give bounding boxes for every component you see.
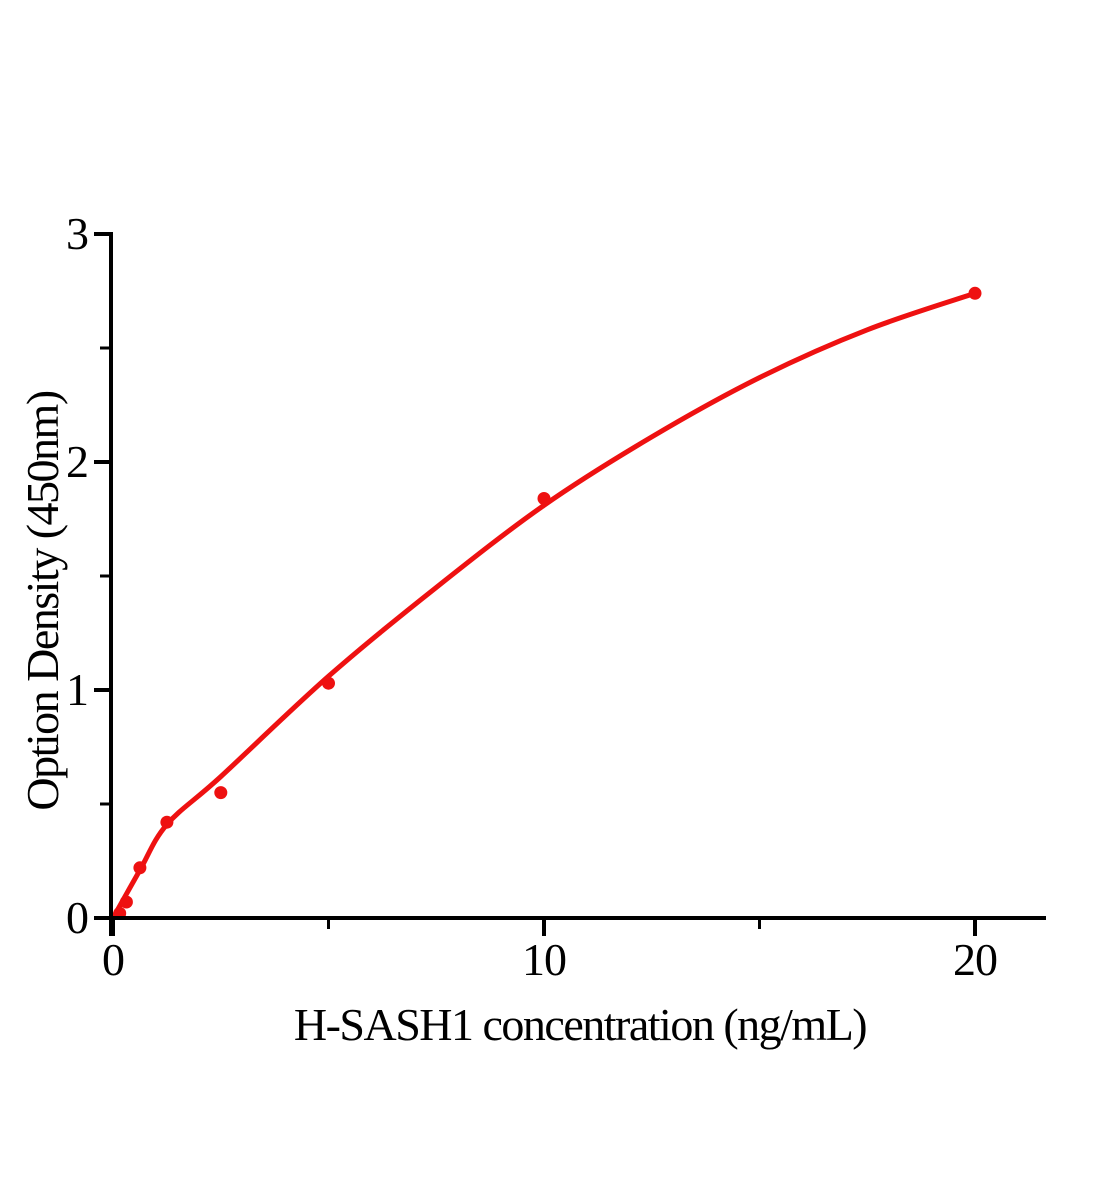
y-tick-label: 2 [66,436,88,487]
fit-curve-path [110,290,978,921]
data-point [133,861,147,875]
data-point [160,815,174,829]
fit-curve-layer [110,290,978,921]
x-tick-label: 0 [102,934,124,985]
data-point [322,676,335,690]
y-tick-label: 1 [66,664,88,715]
data-point [968,286,982,300]
x-axis-title: H-SASH1 concentration (ng/mL) [294,999,866,1050]
y-tick-label: 0 [66,892,88,943]
data-point [214,786,228,800]
x-tick-label: 10 [522,934,566,985]
y-tick-label: 3 [66,208,88,259]
data-point [119,895,133,909]
y-axis-title: Option Density (450nm) [17,391,68,810]
data-points-layer [113,286,982,920]
axes-layer [94,232,1046,936]
tick-labels-layer: 0 10 20 0 1 2 3 [66,208,998,985]
x-tick-label: 20 [953,934,997,985]
data-point [537,492,551,505]
